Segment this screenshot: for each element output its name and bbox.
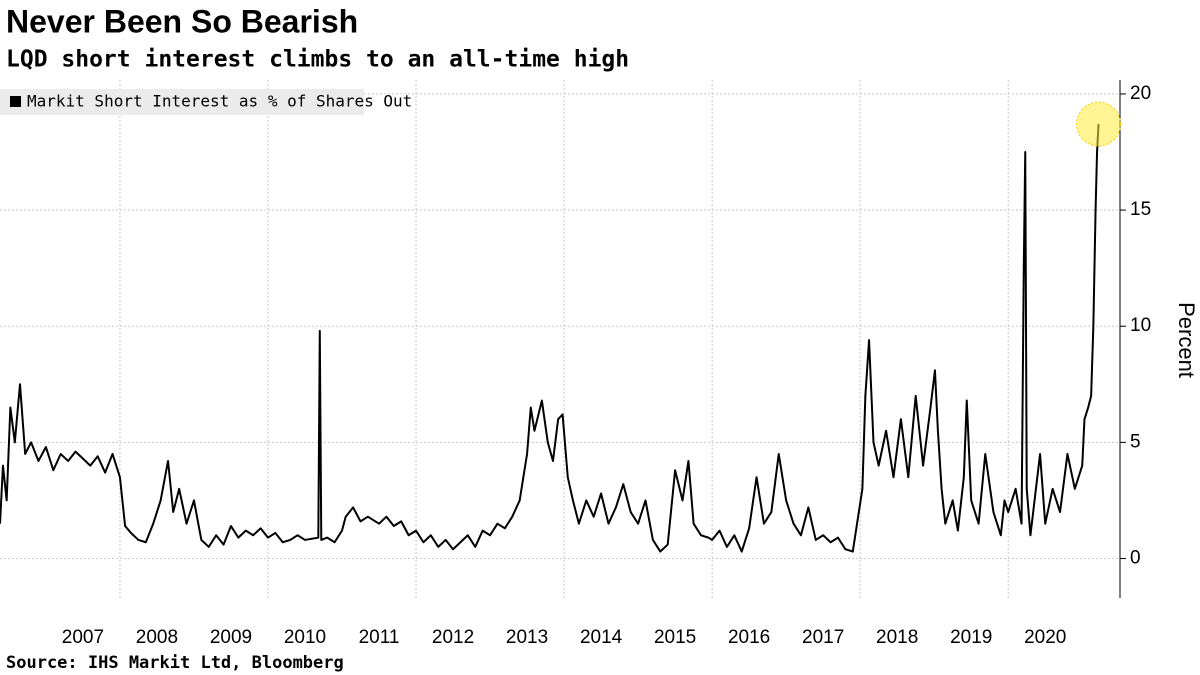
x-tick-label: 2009	[210, 627, 252, 648]
y-tick-label: 15	[1130, 199, 1151, 220]
series-line	[0, 124, 1100, 553]
x-tick-label: 2011	[359, 627, 400, 648]
legend-swatch	[10, 96, 21, 107]
y-axis-label: Percent	[1174, 302, 1199, 378]
x-tick-label: 2014	[580, 627, 623, 648]
x-tick-label: 2008	[136, 627, 178, 648]
y-tick-label: 0	[1130, 548, 1141, 569]
chart-subtitle: LQD short interest climbs to an all-time…	[6, 47, 629, 73]
x-tick-label: 2007	[62, 627, 104, 648]
x-tick-label: 2019	[950, 627, 992, 648]
x-tick-label: 2017	[802, 627, 844, 648]
legend-label: Markit Short Interest as % of Shares Out	[27, 92, 412, 111]
y-tick-label: 10	[1130, 315, 1151, 336]
source: Source: IHS Markit Ltd, Bloomberg	[6, 653, 344, 673]
highlight	[1076, 101, 1122, 147]
chart-title: Never Been So Bearish	[6, 3, 358, 39]
x-tick-label: 2018	[876, 627, 918, 648]
x-tick-label: 2012	[432, 627, 474, 648]
y-tick-label: 20	[1130, 83, 1151, 104]
x-tick-label: 2015	[654, 627, 696, 648]
legend-box	[0, 89, 364, 115]
x-tick-label: 2020	[1024, 627, 1066, 648]
x-tick-label: 2016	[728, 627, 770, 648]
y-tick-label: 5	[1130, 431, 1141, 452]
x-tick-label: 2013	[506, 627, 548, 648]
x-tick-label: 2010	[284, 627, 326, 648]
